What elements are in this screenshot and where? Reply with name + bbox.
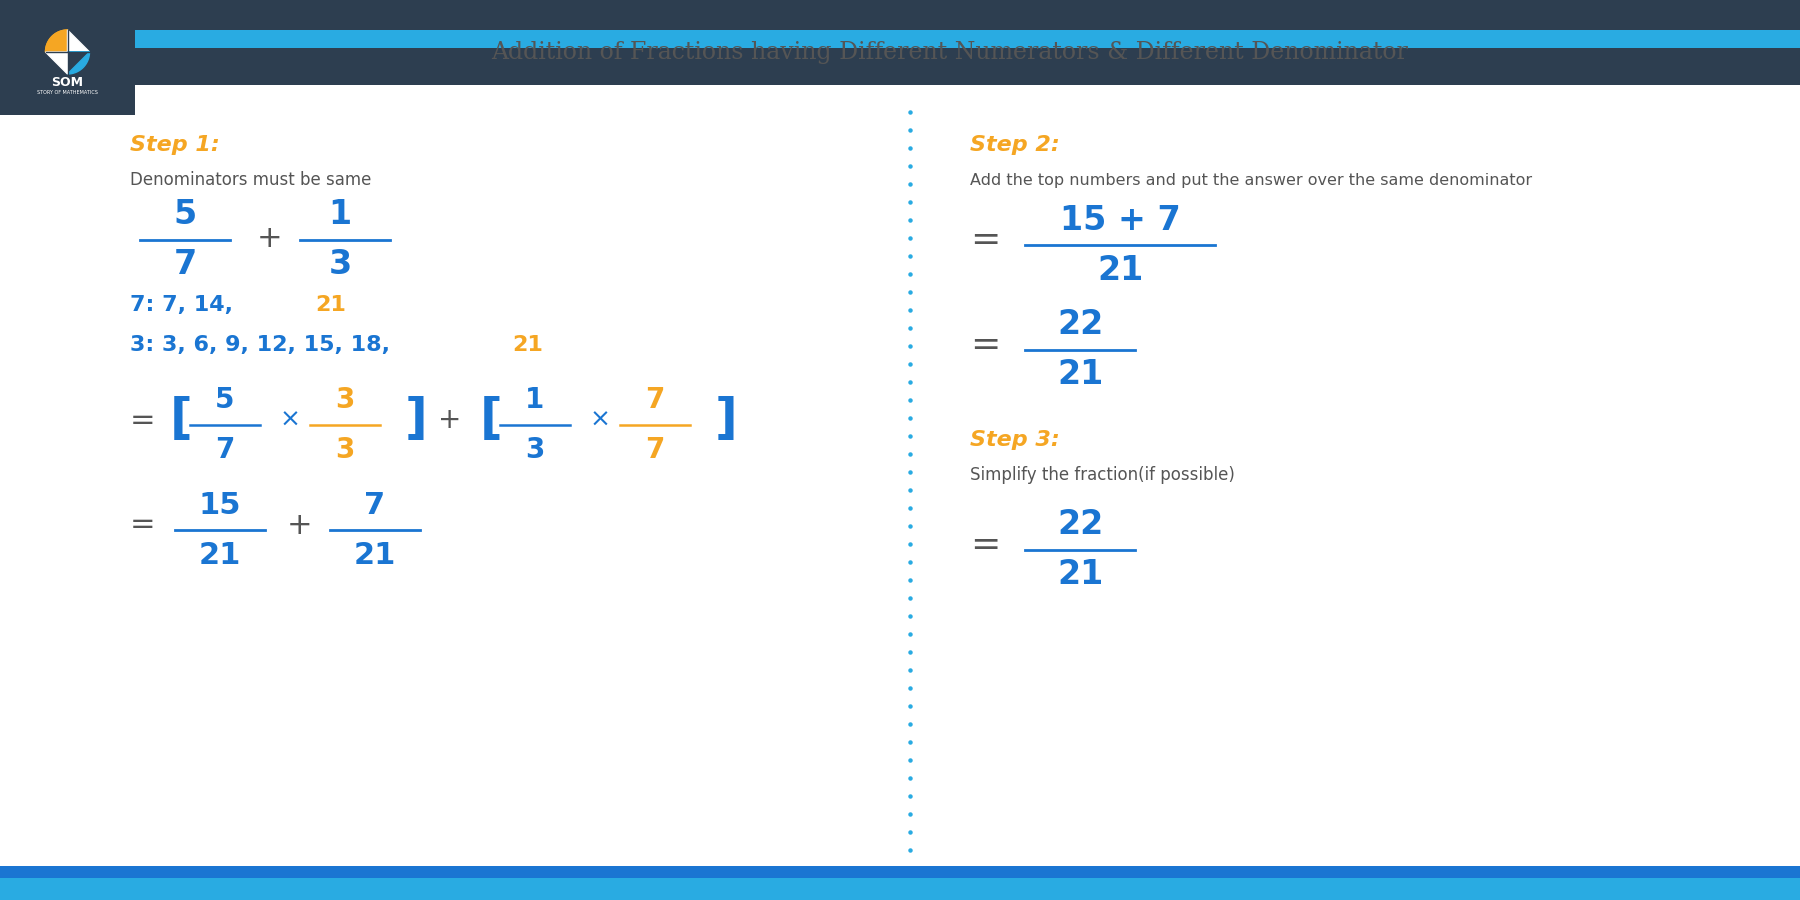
Polygon shape (68, 30, 90, 52)
Text: [: [ (481, 396, 502, 444)
Text: +: + (257, 223, 283, 253)
Text: 1: 1 (328, 199, 351, 231)
Text: =: = (970, 328, 1001, 362)
Text: 15 + 7: 15 + 7 (1060, 203, 1181, 237)
FancyBboxPatch shape (0, 866, 1800, 878)
Text: 21: 21 (511, 335, 544, 355)
Text: 3: 3 (526, 436, 545, 464)
Text: Denominators must be same: Denominators must be same (130, 171, 371, 189)
Text: +: + (439, 406, 461, 434)
Text: STORY OF MATHEMATICS: STORY OF MATHEMATICS (38, 91, 97, 95)
Text: 22: 22 (1057, 508, 1103, 542)
Text: Simplify the fraction(if possible): Simplify the fraction(if possible) (970, 466, 1235, 484)
Text: 3: 3, 6, 9, 12, 15, 18,: 3: 3, 6, 9, 12, 15, 18, (130, 335, 391, 355)
Text: Step 1:: Step 1: (130, 135, 220, 155)
FancyBboxPatch shape (0, 878, 1800, 900)
FancyBboxPatch shape (0, 0, 135, 115)
Text: 21: 21 (355, 541, 396, 570)
Text: Add the top numbers and put the answer over the same denominator: Add the top numbers and put the answer o… (970, 173, 1532, 187)
Text: 15: 15 (198, 491, 241, 519)
Text: +: + (288, 510, 313, 539)
Text: =: = (970, 223, 1001, 257)
Text: ×: × (279, 408, 301, 432)
Text: 7: 7 (173, 248, 196, 282)
Text: 7: 7 (646, 436, 664, 464)
Text: SOM: SOM (52, 76, 83, 89)
Text: Step 3:: Step 3: (970, 430, 1060, 450)
Text: 22: 22 (1057, 309, 1103, 341)
Text: 3: 3 (335, 436, 355, 464)
Polygon shape (45, 52, 68, 74)
FancyBboxPatch shape (135, 30, 1800, 48)
Text: =: = (970, 528, 1001, 562)
Text: Step 2:: Step 2: (970, 135, 1060, 155)
Polygon shape (68, 52, 90, 74)
Polygon shape (45, 30, 68, 52)
Text: 5: 5 (216, 386, 234, 414)
Text: Addition of Fractions having Different Numerators & Different Denominator: Addition of Fractions having Different N… (491, 40, 1408, 64)
Text: 3: 3 (328, 248, 351, 282)
Text: 7: 7, 14,: 7: 7, 14, (130, 295, 241, 315)
Text: 21: 21 (1057, 559, 1103, 591)
Text: 21: 21 (1057, 358, 1103, 392)
Text: 7: 7 (364, 491, 385, 519)
Text: =: = (130, 406, 155, 435)
Text: ]: ] (405, 396, 428, 444)
Text: ]: ] (715, 396, 738, 444)
FancyBboxPatch shape (0, 0, 1800, 85)
Polygon shape (45, 30, 68, 52)
Text: 21: 21 (315, 295, 346, 315)
Text: [: [ (169, 396, 193, 444)
Text: 5: 5 (173, 199, 196, 231)
Text: 3: 3 (335, 386, 355, 414)
Text: =: = (130, 510, 155, 539)
Text: 7: 7 (646, 386, 664, 414)
Text: 21: 21 (198, 541, 241, 570)
Text: 1: 1 (526, 386, 545, 414)
Text: 7: 7 (216, 436, 234, 464)
Text: 21: 21 (1096, 254, 1143, 286)
Text: ×: × (590, 408, 610, 432)
